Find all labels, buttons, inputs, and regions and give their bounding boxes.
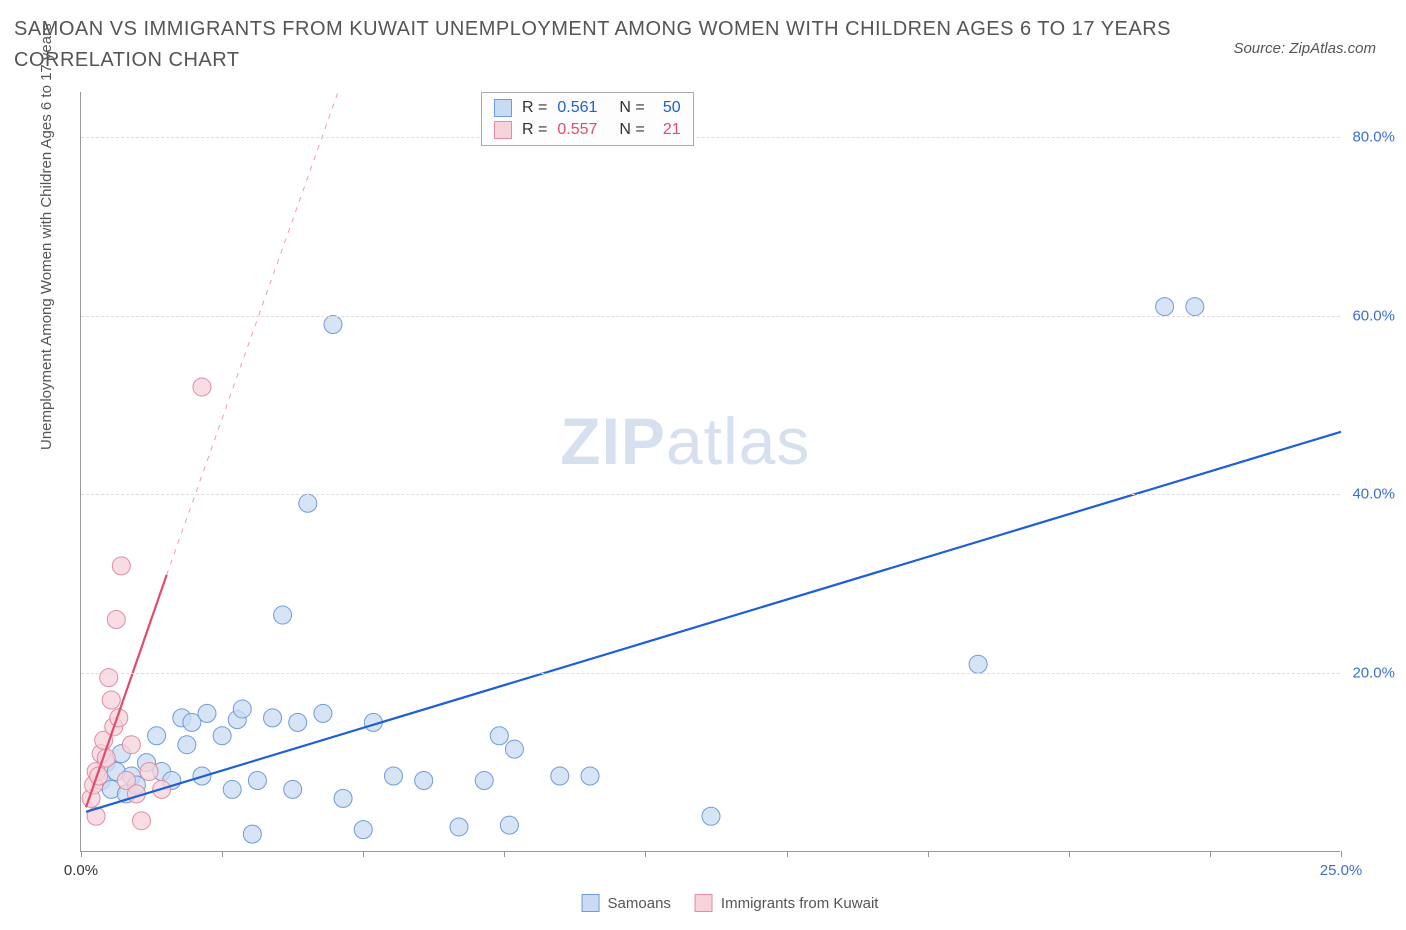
data-point [299,494,317,512]
x-tick [787,851,788,857]
legend-swatch [494,121,512,139]
data-point [248,771,266,789]
y-axis-label: Unemployment Among Women with Children A… [38,23,55,450]
stat-label-r: R = [522,99,547,117]
data-point [107,611,125,629]
source-label: Source: ZipAtlas.com [1233,40,1376,57]
x-tick [222,851,223,857]
correlation-chart: ZIPatlas 20.0%40.0%60.0%80.0%0.0%25.0% R… [80,92,1380,882]
legend-swatch [582,894,600,912]
data-point [284,780,302,798]
stat-value-n: 50 [655,99,681,117]
data-point [490,727,508,745]
data-point [551,767,569,785]
x-tick [928,851,929,857]
data-point [148,727,166,745]
data-point [132,812,150,830]
data-point [384,767,402,785]
bottom-legend: Samoans Immigrants from Kuwait [582,894,879,912]
stat-value-r: 0.557 [557,121,609,139]
data-point [505,740,523,758]
x-tick [363,851,364,857]
data-point [264,709,282,727]
data-point [100,669,118,687]
x-tick [504,851,505,857]
stats-row: R = 0.557 N = 21 [494,119,681,141]
gridline [81,316,1340,317]
x-tick [1210,851,1211,857]
data-point [1156,298,1174,316]
data-point [243,825,261,843]
data-point [193,378,211,396]
x-tick-label: 25.0% [1320,862,1363,879]
data-point [274,606,292,624]
legend-item: Immigrants from Kuwait [695,894,879,912]
gridline [81,137,1340,138]
gridline [81,494,1340,495]
data-point [1186,298,1204,316]
y-tick-label: 60.0% [1352,307,1395,324]
x-tick [1069,851,1070,857]
data-point [581,767,599,785]
data-point [140,763,158,781]
y-tick-label: 20.0% [1352,665,1395,682]
legend-label: Samoans [608,895,671,912]
stat-label-n: N = [619,99,644,117]
data-point [500,816,518,834]
stat-label-n: N = [619,121,644,139]
x-tick [1341,851,1342,857]
legend-label: Immigrants from Kuwait [721,895,879,912]
x-tick [81,851,82,857]
data-point [450,818,468,836]
data-point [289,713,307,731]
x-tick [645,851,646,857]
data-point [475,771,493,789]
data-point [112,557,130,575]
stat-value-r: 0.561 [557,99,609,117]
legend-item: Samoans [582,894,671,912]
data-point [334,789,352,807]
y-tick-label: 40.0% [1352,486,1395,503]
y-tick-label: 80.0% [1352,128,1395,145]
stats-row: R = 0.561 N = 50 [494,97,681,119]
x-tick-label: 0.0% [64,862,98,879]
data-point [354,821,372,839]
legend-swatch [494,99,512,117]
gridline [81,673,1340,674]
chart-title: SAMOAN VS IMMIGRANTS FROM KUWAIT UNEMPLO… [14,14,1256,76]
data-point [102,691,120,709]
data-point [415,771,433,789]
stats-box: R = 0.561 N = 50 R = 0.557 N = 21 [481,92,694,146]
data-point [969,655,987,673]
data-point [178,736,196,754]
data-point [233,700,251,718]
data-point [213,727,231,745]
data-point [122,736,140,754]
data-point [702,807,720,825]
data-point [198,704,216,722]
stat-value-n: 21 [655,121,681,139]
stat-label-r: R = [522,121,547,139]
trend-line [86,432,1341,812]
data-point [314,704,332,722]
data-point [223,780,241,798]
data-point [324,315,342,333]
plot-area: ZIPatlas 20.0%40.0%60.0%80.0%0.0%25.0% R… [80,92,1340,852]
legend-swatch [695,894,713,912]
plot-svg [81,92,1340,851]
